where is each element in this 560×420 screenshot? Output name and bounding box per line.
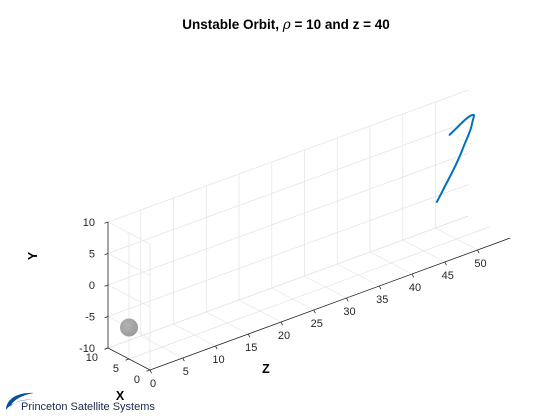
- x-axis-label: X: [116, 389, 125, 403]
- y-tick-mark: [104, 221, 109, 224]
- company-logo: Princeton Satellite Systems: [4, 388, 174, 416]
- x-tick-label: 0: [134, 374, 140, 386]
- grid-line: [107, 221, 151, 245]
- y-tick-label: 5: [89, 249, 95, 261]
- grid-line: [107, 184, 469, 317]
- grid-lines: [107, 89, 511, 371]
- grid-line: [128, 226, 490, 360]
- y-axis-label: Y: [26, 251, 40, 260]
- y-tick-label: -10: [79, 343, 95, 355]
- grid-line: [107, 284, 151, 308]
- z-tick-mark: [280, 321, 283, 326]
- z-tick-label: 10: [212, 354, 224, 366]
- orbit-line: [435, 113, 476, 203]
- z-tick-label: 15: [245, 342, 257, 354]
- z-tick-mark: [247, 333, 251, 338]
- y-tick-mark: [104, 253, 109, 256]
- series-layer: [120, 113, 476, 337]
- z-tick-label: 20: [278, 330, 290, 342]
- z-tick-label: 5: [183, 366, 189, 378]
- z-tick-mark: [346, 297, 349, 302]
- grid-line: [107, 253, 151, 276]
- z-tick-mark: [444, 261, 447, 266]
- grid-line: [107, 152, 469, 286]
- grid-line: [107, 121, 469, 254]
- z-tick-mark: [411, 273, 414, 278]
- central-body-sphere: [120, 318, 138, 337]
- y-tick-mark: [104, 347, 109, 350]
- grid-line: [107, 89, 469, 223]
- x-tick-label: 5: [113, 363, 119, 375]
- grid-line: [107, 215, 469, 349]
- z-tick-label: 25: [311, 318, 323, 330]
- z-tick-mark: [215, 345, 218, 350]
- x-tick-mark: [146, 369, 151, 372]
- y-tick-mark: [104, 316, 109, 319]
- z-tick-label: 50: [474, 258, 486, 270]
- z-tick-mark: [149, 369, 152, 374]
- y-tick-mark: [104, 284, 109, 287]
- y-tick-label: 10: [83, 217, 95, 229]
- chart-title: Unstable Orbit, ρ = 10 and z = 40: [182, 17, 390, 33]
- z-tick-label: 30: [343, 306, 355, 318]
- z-tick-mark: [313, 309, 316, 314]
- z-tick-label: 0: [150, 378, 156, 390]
- z-axis-label: Z: [262, 362, 270, 376]
- z-tick-label: 35: [376, 294, 388, 306]
- z-tick-mark: [182, 357, 185, 362]
- z-tick-label: 40: [409, 282, 421, 294]
- x-tick-mark: [125, 358, 130, 361]
- z-tick-label: 45: [442, 270, 454, 282]
- y-tick-label: 0: [89, 280, 95, 292]
- z-tick-mark: [378, 285, 382, 290]
- company-name: Princeton Satellite Systems: [21, 401, 155, 413]
- x-tick-label: 10: [86, 352, 98, 364]
- y-tick-label: -5: [85, 312, 95, 324]
- swoosh-icon: [6, 392, 34, 410]
- z-tick-mark: [477, 249, 480, 254]
- z-axis-line: [149, 237, 511, 371]
